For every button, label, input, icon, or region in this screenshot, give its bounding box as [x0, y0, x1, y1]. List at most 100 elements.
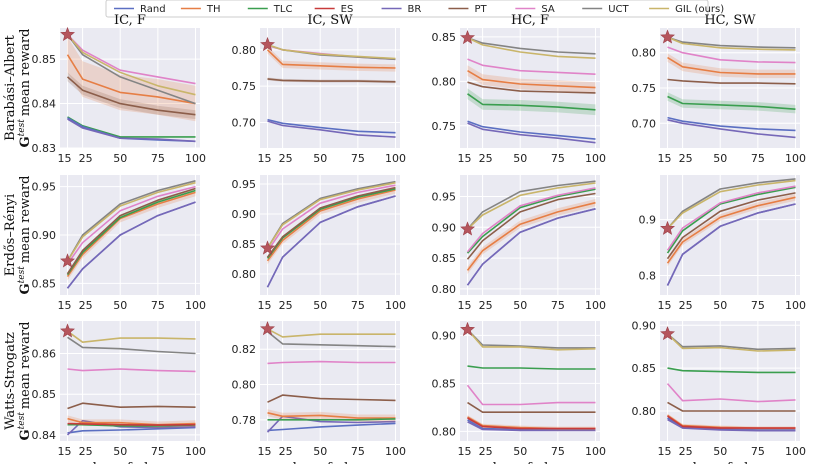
x-tick-label: 50	[513, 299, 527, 312]
series-line	[466, 329, 596, 349]
series-line	[267, 120, 396, 138]
row-label-symbol: G	[18, 136, 33, 147]
series-line	[266, 189, 396, 262]
series-line	[667, 78, 796, 85]
x-tick-label: 100	[585, 299, 606, 312]
x-tick-label: 15	[458, 299, 472, 312]
legend-label: TLC	[273, 4, 293, 15]
x-axis-label: number of players n	[664, 461, 797, 464]
x-tick-label: 15	[58, 299, 72, 312]
legend-label: TH	[206, 4, 221, 15]
panel-title: HC, SW	[704, 13, 756, 28]
series-line	[467, 58, 596, 75]
y-tick-label: 0.75	[232, 80, 257, 93]
series-line	[67, 368, 196, 373]
chart-panel: 15 25 50 75 100 0.80 0.85 0.90 0.95	[432, 175, 606, 312]
legend: Rand TH TLC ES BR PT SA UCT GIL (ours)	[105, 0, 724, 18]
row-label-symbol: G	[18, 429, 33, 440]
series-group	[466, 180, 596, 286]
x-tick-label: 25	[279, 445, 293, 458]
series-line	[667, 56, 796, 75]
series-line	[467, 70, 596, 89]
x-axis-label: number of players n	[464, 461, 597, 464]
x-tick-label: 100	[785, 445, 806, 458]
y-tick-label: 0.75	[632, 82, 657, 95]
x-tick-label: 100	[385, 299, 406, 312]
x-tick-label: 15	[258, 152, 272, 165]
x-tick-label: 100	[785, 299, 806, 312]
x-tick-label: 15	[58, 445, 72, 458]
row-label-sup: test	[17, 266, 27, 284]
legend-label: Rand	[140, 4, 166, 15]
best-star-marker	[660, 29, 675, 44]
series-group	[467, 37, 596, 144]
series-band	[67, 188, 196, 281]
best-star-marker	[260, 36, 275, 52]
series-line	[266, 195, 396, 288]
series-line	[267, 360, 396, 365]
series-line	[266, 415, 396, 433]
y-tick-label: 0.84	[32, 98, 57, 111]
legend-label: ES	[341, 4, 354, 15]
x-tick-label: 15	[258, 299, 272, 312]
series-line	[466, 182, 596, 230]
chart-panel: 15 25 50 75 100 0.80 0.85 0.90 number of players…	[632, 319, 806, 464]
series-line	[667, 401, 796, 412]
series-group	[666, 178, 796, 286]
x-axis-label-var: n	[388, 461, 396, 464]
row-label-sup: test	[17, 412, 27, 430]
series-line	[467, 37, 596, 55]
series-line	[467, 37, 596, 59]
x-tick-label: 25	[79, 445, 93, 458]
plot-area	[460, 321, 600, 441]
x-tick-label: 15	[658, 152, 672, 165]
series-line	[266, 186, 396, 258]
series-line	[67, 422, 196, 426]
x-tick-label: 100	[185, 445, 206, 458]
series-line	[67, 402, 196, 410]
best-star-marker	[460, 29, 476, 45]
panel-title: HC, F	[511, 13, 549, 28]
y-tick-label: 0.90	[232, 208, 257, 221]
plot-area	[660, 321, 800, 441]
y-tick-label: 0.80	[232, 268, 257, 281]
x-axis-label: number of players n	[64, 461, 197, 464]
plot-area	[260, 321, 400, 441]
y-tick-label: 0.85	[432, 377, 457, 390]
series-line	[267, 394, 396, 403]
y-tick-label: 0.80	[232, 44, 257, 57]
x-tick-label: 25	[679, 152, 693, 165]
series-line	[466, 187, 596, 253]
series-line	[267, 418, 396, 421]
x-tick-label: 50	[713, 152, 727, 165]
series-group	[266, 43, 396, 138]
x-tick-label: 50	[313, 445, 327, 458]
row-label-graph: Barabási–Albert	[3, 34, 18, 140]
x-tick-label: 50	[513, 152, 527, 165]
series-line	[266, 330, 396, 348]
y-tick-label: 0.86	[32, 348, 57, 361]
best-star-marker	[660, 220, 676, 235]
row-label-text: mean reward	[18, 322, 33, 410]
x-tick-label: 15	[58, 152, 72, 165]
row-label-graph: Watts-Strogatz	[3, 332, 18, 430]
chart-panel: 15 25 50 75 100 0.78 0.80 0.82 number of players…	[232, 321, 406, 464]
x-tick-label: 50	[113, 445, 127, 458]
best-star-marker	[60, 26, 75, 41]
series-band	[667, 194, 796, 267]
x-tick-label: 75	[551, 152, 565, 165]
y-tick-label: 0.80	[632, 405, 657, 418]
y-tick-label: 0.80	[432, 283, 457, 296]
series-line	[466, 188, 596, 254]
series-line	[667, 418, 796, 432]
series-line	[666, 179, 796, 230]
series-line	[667, 116, 796, 132]
legend-label: SA	[541, 4, 555, 15]
x-tick-label: 15	[658, 299, 672, 312]
row-label-metric: Gtest mean reward	[17, 322, 33, 441]
series-line	[466, 201, 596, 271]
